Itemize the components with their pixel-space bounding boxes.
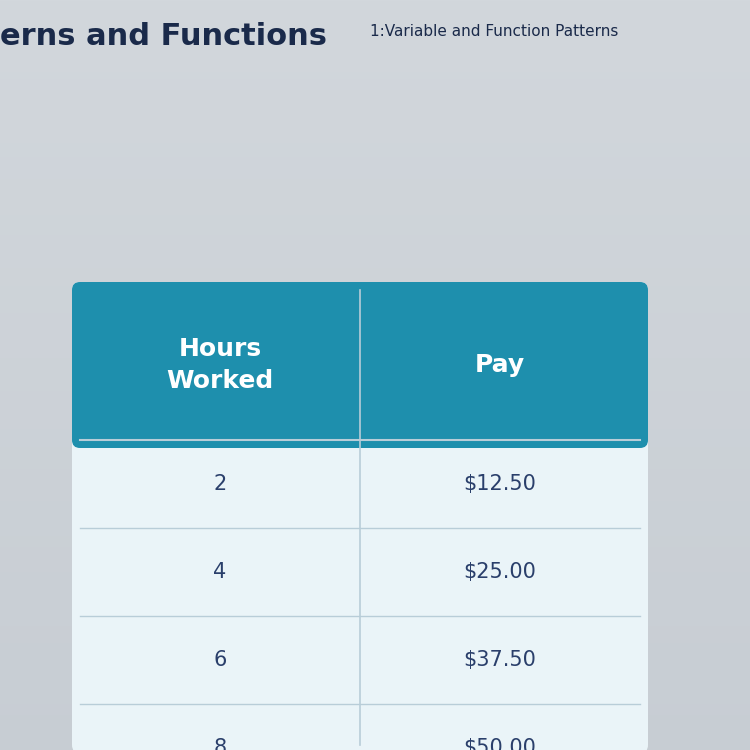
- Text: 4: 4: [213, 562, 226, 582]
- Text: Pay: Pay: [475, 353, 525, 377]
- Text: 2: 2: [213, 474, 226, 494]
- Text: $37.50: $37.50: [464, 650, 536, 670]
- Text: $12.50: $12.50: [464, 474, 536, 494]
- Bar: [80, 420, 640, 440]
- Text: 8: 8: [214, 738, 226, 750]
- FancyBboxPatch shape: [72, 282, 648, 750]
- Text: $50.00: $50.00: [464, 738, 536, 750]
- Text: 1:Variable and Function Patterns: 1:Variable and Function Patterns: [370, 24, 618, 39]
- Text: Hours
Worked: Hours Worked: [166, 338, 274, 393]
- FancyBboxPatch shape: [72, 282, 648, 448]
- Text: $25.00: $25.00: [464, 562, 536, 582]
- Text: erns and Functions: erns and Functions: [0, 22, 327, 51]
- Text: 6: 6: [213, 650, 226, 670]
